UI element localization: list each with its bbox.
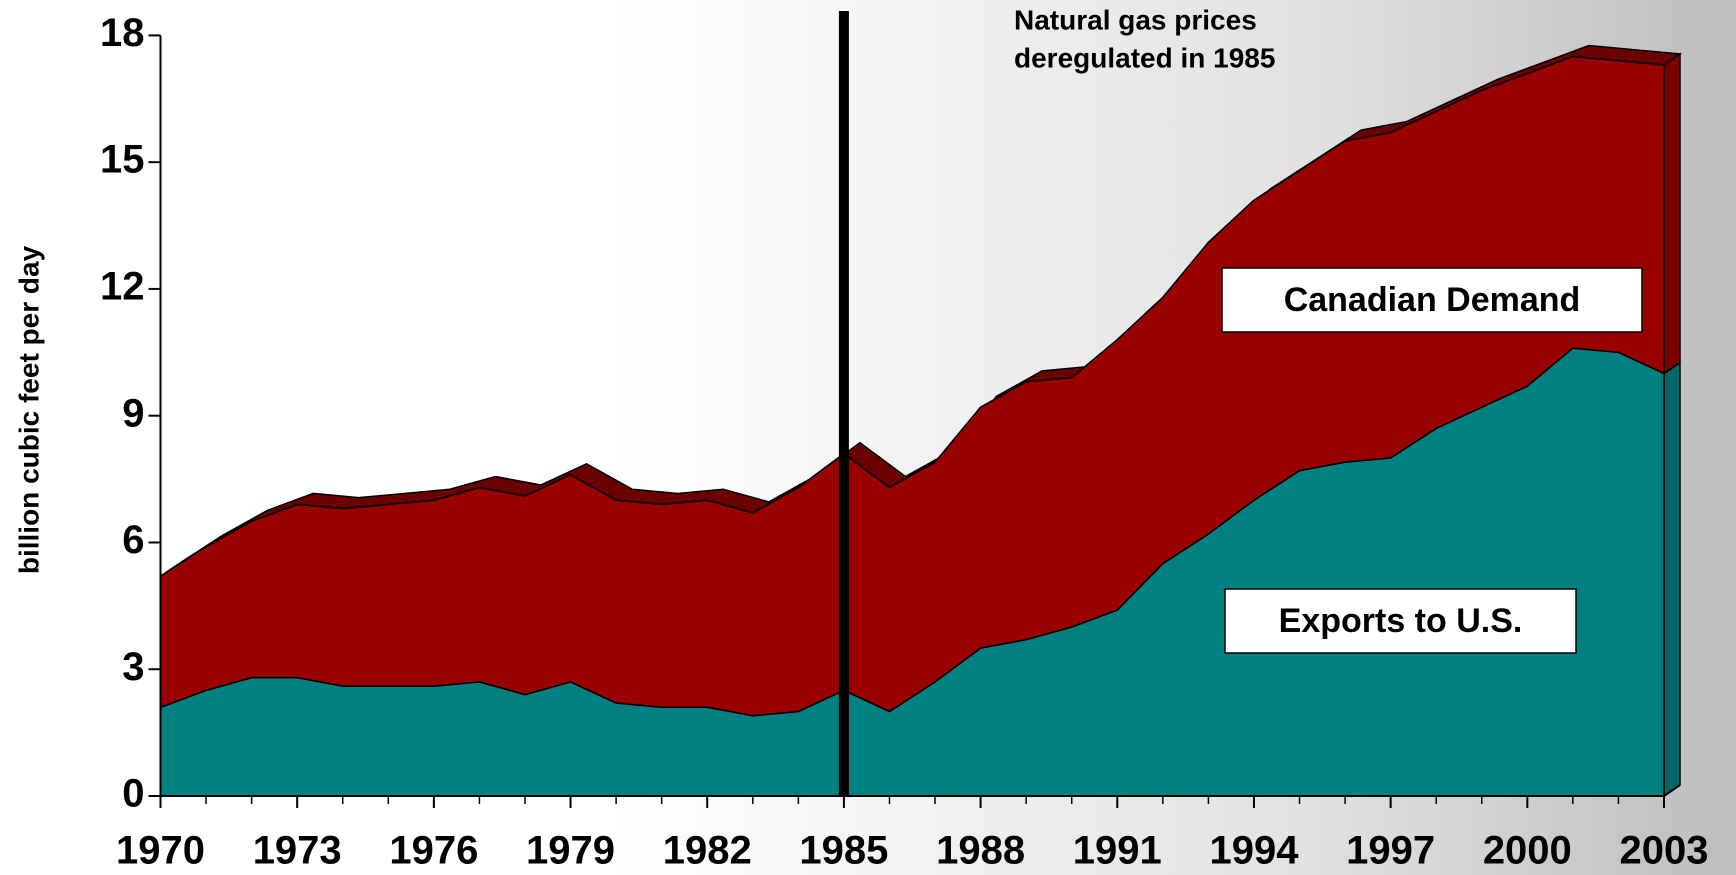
y-tick-label: 12 bbox=[100, 264, 145, 308]
x-axis-depth bbox=[1663, 784, 1681, 797]
x-tick-label: 1997 bbox=[1346, 829, 1435, 873]
series-label: Exports to U.S. bbox=[1279, 602, 1523, 640]
x-tick-label: 1988 bbox=[936, 829, 1025, 873]
x-tick-label: 2003 bbox=[1620, 829, 1709, 873]
area-side bbox=[1663, 361, 1681, 798]
x-tick-label: 1976 bbox=[389, 829, 478, 873]
series-label-box bbox=[1221, 267, 1643, 333]
x-tick-label: 1985 bbox=[799, 829, 888, 873]
y-tick-label: 0 bbox=[122, 772, 144, 816]
annotation: deregulated in 1985 bbox=[1014, 42, 1275, 73]
annotation: Natural gas prices bbox=[1014, 4, 1257, 35]
x-tick-label: 1979 bbox=[526, 829, 615, 873]
x-tick-label: 1973 bbox=[253, 829, 342, 873]
x-tick-label: 1991 bbox=[1073, 829, 1162, 873]
x-tick-label: 1982 bbox=[663, 829, 752, 873]
x-tick-label: 1994 bbox=[1209, 829, 1299, 873]
area bbox=[159, 55, 1665, 717]
y-axis-label: billion cubic feet per day bbox=[13, 245, 44, 574]
x-tick-label: 1970 bbox=[116, 829, 205, 873]
y-tick-label: 9 bbox=[122, 391, 144, 435]
x-tick-label: 2000 bbox=[1483, 829, 1572, 873]
y-tick-label: 6 bbox=[122, 518, 144, 562]
area-side bbox=[1663, 52, 1681, 375]
series-label: Canadian Demand bbox=[1284, 281, 1581, 319]
series-label-box bbox=[1224, 588, 1577, 654]
y-tick-label: 18 bbox=[100, 11, 145, 55]
marker-line bbox=[838, 11, 849, 796]
y-tick-label: 15 bbox=[100, 138, 145, 182]
y-tick-label: 3 bbox=[122, 645, 144, 689]
